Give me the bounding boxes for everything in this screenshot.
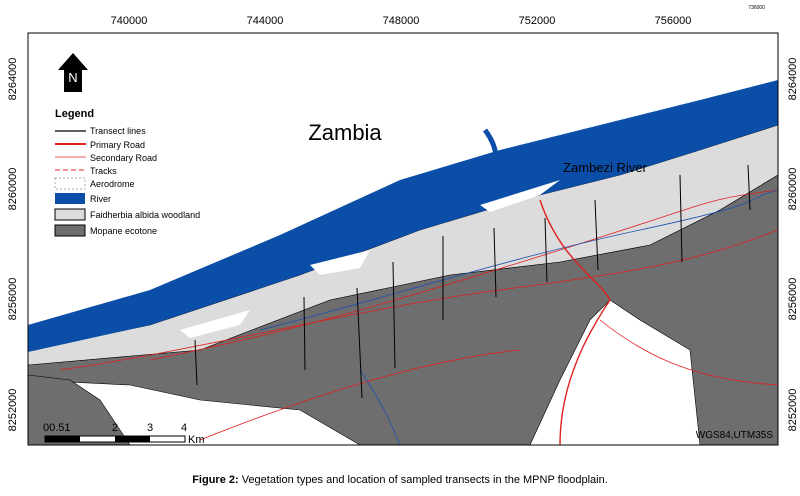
- scale-label: 00.51: [43, 422, 71, 434]
- scale-bar: 00.51 2 3 4 Km: [43, 422, 205, 446]
- north-label: N: [68, 70, 77, 85]
- transects: [194, 164, 751, 399]
- legend-title: Legend: [55, 108, 94, 120]
- coord-label: 8264000: [7, 58, 19, 101]
- coordinate-ticks: 740000 744000 748000 752000 756000 8264000 826…: [7, 15, 799, 431]
- projection: WGS84,UTM35S: [696, 430, 774, 441]
- legend-item: Primary Road: [90, 140, 145, 150]
- legend-item: Faidherbia albida woodland: [90, 210, 200, 220]
- country-label: Zambia: [308, 120, 382, 145]
- coord-label: 8252000: [7, 389, 19, 432]
- coord-label: 752000: [519, 15, 556, 27]
- caption-text: Vegetation types and location of sampled…: [238, 474, 608, 486]
- legend-item: Aerodrome: [90, 179, 135, 189]
- coord-label: 8252000: [787, 389, 799, 432]
- coord-label: 8260000: [787, 168, 799, 211]
- river: [28, 80, 778, 352]
- scale-label: 4: [181, 422, 187, 434]
- scale-label: 3: [147, 422, 153, 434]
- coord-label: 8264000: [787, 58, 799, 101]
- north-arrow: N: [58, 53, 88, 92]
- corner-tick: 736000: [748, 5, 765, 11]
- scale-label: 2: [112, 422, 118, 434]
- mopane-left: [28, 374, 131, 445]
- coord-label: 740000: [111, 15, 148, 27]
- caption: Figure 2: Vegetation types and location …: [0, 474, 800, 486]
- legend-item: Tracks: [90, 166, 117, 176]
- frame: [27, 32, 779, 446]
- coord-label: 744000: [247, 15, 284, 27]
- coord-label: 8260000: [7, 168, 19, 211]
- map-area: Zambia Zambezi River: [28, 33, 778, 445]
- legend-item: Secondary Road: [90, 153, 157, 163]
- legend-item: Mopane ecotone: [90, 226, 157, 236]
- coord-label: 8256000: [787, 278, 799, 321]
- coord-label: 8256000: [7, 278, 19, 321]
- river-label: Zambezi River: [563, 160, 647, 175]
- coord-label: 748000: [383, 15, 420, 27]
- scale-unit: Km: [188, 434, 205, 446]
- map: Zambia Zambezi River N Legend Transect l…: [7, 5, 799, 446]
- legend-item: River: [90, 194, 111, 204]
- legend-item: Transect lines: [90, 126, 146, 136]
- caption-label: Figure 2:: [192, 474, 239, 486]
- coord-label: 756000: [655, 15, 692, 27]
- legend: Legend Transect lines Primary Road Secon…: [54, 108, 200, 237]
